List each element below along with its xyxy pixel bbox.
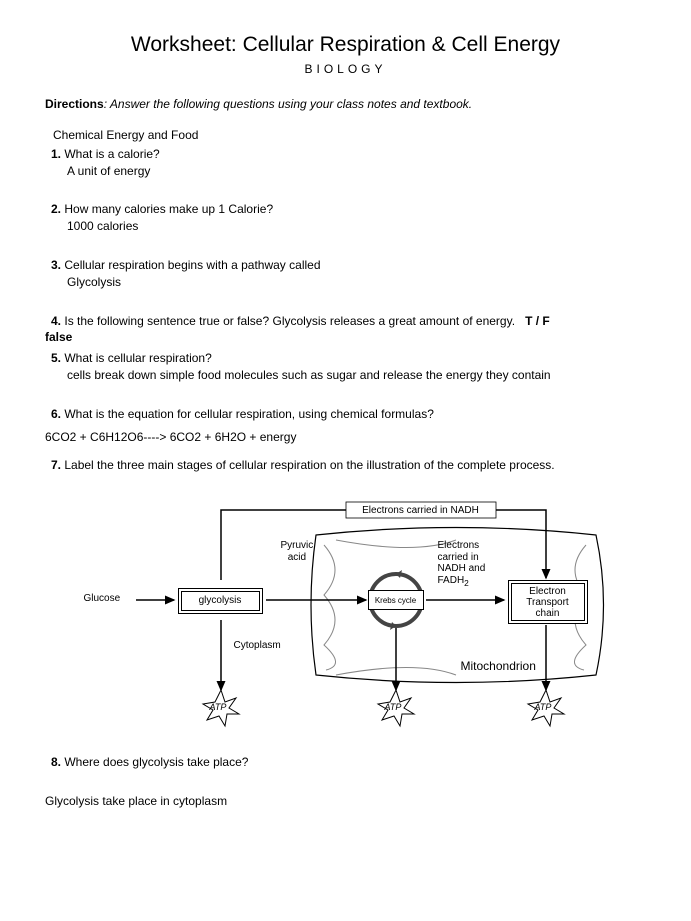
q3-text: Cellular respiration begins with a pathw… <box>64 258 320 272</box>
nadh-fadh-label: Electrons carried in NADH and FADH2 <box>438 540 498 588</box>
q7-num: 7. <box>51 458 61 472</box>
q7-text: Label the three main stages of cellular … <box>64 458 554 472</box>
q5-num: 5. <box>51 351 61 365</box>
directions: Directions: Answer the following questio… <box>45 96 646 113</box>
etc-line2: Transport <box>526 597 568 608</box>
q8-answer: Glycolysis take place in cytoplasm <box>45 793 646 810</box>
q2-num: 2. <box>51 202 61 216</box>
q8-num: 8. <box>51 755 61 769</box>
section-heading: Chemical Energy and Food <box>53 127 646 144</box>
q2-answer: 1000 calories <box>67 218 646 235</box>
atp-3: ATP <box>535 702 552 712</box>
page-subtitle: BIOLOGY <box>45 61 646 78</box>
q4-answer: false <box>45 329 646 346</box>
respiration-diagram: Glucose glycolysis Pyruvic acid Krebs cy… <box>66 480 626 740</box>
glucose-label: Glucose <box>84 593 121 605</box>
etc-box: Electron Transport chain <box>508 580 588 624</box>
q3-num: 3. <box>51 258 61 272</box>
nf-l3: NADH and <box>438 563 486 574</box>
page-title: Worksheet: Cellular Respiration & Cell E… <box>45 30 646 59</box>
nf-l4: FADH <box>438 575 465 586</box>
nf-sub: 2 <box>464 578 469 588</box>
q8-text: Where does glycolysis take place? <box>64 755 248 769</box>
q4-num: 4. <box>51 314 61 328</box>
atp-2: ATP <box>385 702 402 712</box>
directions-label: Directions <box>45 97 104 111</box>
nf-l1: Electrons <box>438 540 480 551</box>
q4-text: Is the following sentence true or false?… <box>64 314 515 328</box>
question-5: 5. What is cellular respiration? cells b… <box>45 350 646 384</box>
krebs-box: Krebs cycle <box>368 590 424 610</box>
q1-num: 1. <box>51 147 61 161</box>
q3-answer: Glycolysis <box>67 274 646 291</box>
q6-answer: 6CO2 + C6H12O6----> 6CO2 + 6H2O + energy <box>45 429 646 446</box>
question-2: 2. How many calories make up 1 Calorie? … <box>45 201 646 235</box>
q6-text: What is the equation for cellular respir… <box>64 407 434 421</box>
question-4: 4. Is the following sentence true or fal… <box>45 313 646 347</box>
question-6: 6. What is the equation for cellular res… <box>45 406 646 423</box>
q4-tf: T / F <box>525 314 550 328</box>
q2-text: How many calories make up 1 Calorie? <box>64 202 273 216</box>
etc-line3: chain <box>536 608 560 619</box>
nadh-top-label: Electrons carried in NADH <box>356 505 486 517</box>
mitochondrion-label: Mitochondrion <box>461 660 536 674</box>
cytoplasm-label: Cytoplasm <box>234 640 281 652</box>
nf-l2: carried in <box>438 552 479 563</box>
q1-text: What is a calorie? <box>64 147 159 161</box>
pyruvic-label: Pyruvic acid <box>281 540 314 563</box>
q5-answer: cells break down simple food molecules s… <box>67 367 646 384</box>
q6-num: 6. <box>51 407 61 421</box>
question-3: 3. Cellular respiration begins with a pa… <box>45 257 646 291</box>
question-1: 1. What is a calorie? A unit of energy <box>45 146 646 180</box>
question-7: 7. Label the three main stages of cellul… <box>45 457 646 474</box>
atp-1: ATP <box>210 702 227 712</box>
q5-text: What is cellular respiration? <box>64 351 211 365</box>
q1-answer: A unit of energy <box>67 163 646 180</box>
glycolysis-box: glycolysis <box>178 588 263 614</box>
etc-line1: Electron <box>529 586 566 597</box>
question-8: 8. Where does glycolysis take place? <box>45 754 646 771</box>
directions-text: : Answer the following questions using y… <box>104 97 472 111</box>
